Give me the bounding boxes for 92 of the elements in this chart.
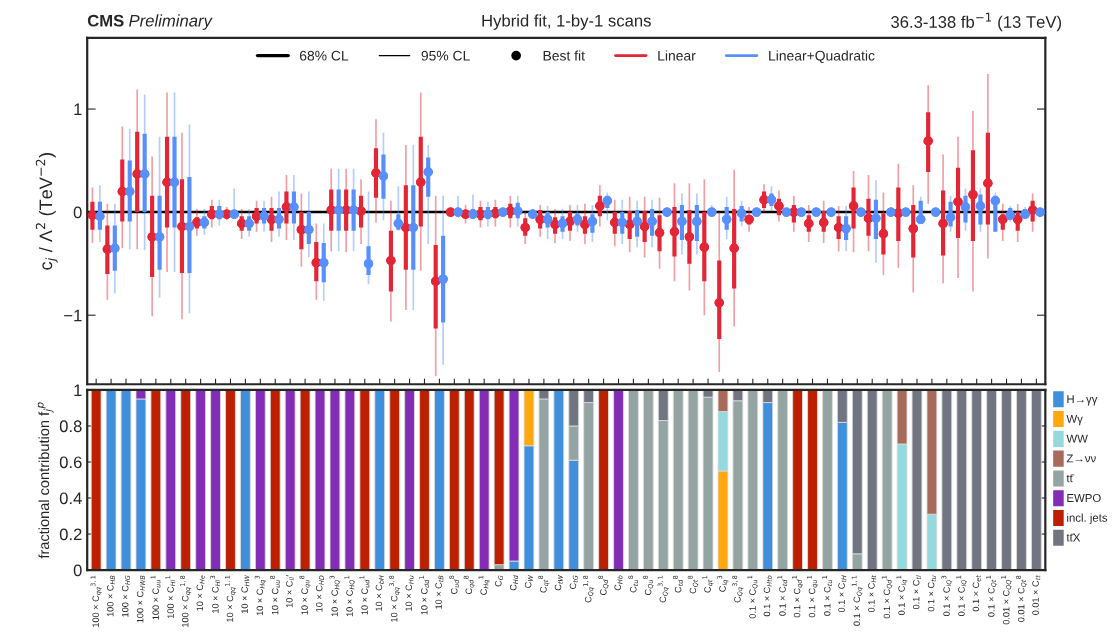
y-axis-title: c$_{j}$ / Λ$^{2}$ (TeV$^{−2}$) xyxy=(35,153,58,270)
x-tick-label: 0.1 × C$_{tu}$$^{1}$ xyxy=(822,575,833,616)
legend-label: Z→νν xyxy=(1066,454,1096,463)
y-tick-label: 0.8 xyxy=(59,420,82,433)
x-tick-label: C$_{td}$$^{8}$ xyxy=(672,575,683,593)
x-tick-label: 0.1 × C$_{lq}$$^{1}$ xyxy=(896,575,908,615)
x-tick-label: 10 × C$_{bH}$ xyxy=(375,575,384,611)
x-tick-label: 10 × C$_{uu}$$^{8}$ xyxy=(270,575,280,615)
x-tick-label: 0.1 × C$_{Htb}$ xyxy=(763,575,772,617)
y-tick-label: 0 xyxy=(73,564,82,577)
legend-label: tt̄X xyxy=(1066,533,1081,542)
x-tick-label: C$_{Qt}$$^{8}$ xyxy=(687,575,699,594)
x-tick-label: 0.01 × C$_{QQ}$$^{1}$ xyxy=(1001,575,1012,625)
x-tick-label: 10 × C$_{HW}$ xyxy=(241,574,250,613)
annotation: Best fit xyxy=(543,50,585,61)
x-tick-label: 100 × C$_{HG}$ xyxy=(121,575,130,617)
legend-label: Linear xyxy=(658,50,696,61)
legend-label: Linear+Quadratic xyxy=(769,50,875,64)
x-tick-label: 0.1 × C$_{qu}$$^{1}$ xyxy=(806,575,818,618)
x-tick-label: C$_{Qq}$$^{3,8}$ xyxy=(732,575,744,603)
x-tick-label: C$_{tW}$ xyxy=(554,575,563,591)
x-tick-label: 10 × C$_{qq}$$^{1,1}$ xyxy=(224,575,236,622)
y-tick-label: −1 xyxy=(64,309,82,322)
legend-label: incl. jets xyxy=(1067,513,1108,524)
x-tick-label: 0.1 × C$_{tH}$ xyxy=(838,575,847,613)
y-tick-label: 0 xyxy=(73,206,82,219)
x-tick-label: 10 × C$_{HD}$ xyxy=(315,575,324,612)
annotation: 95% CL xyxy=(421,50,470,61)
y-tick-label: 1 xyxy=(74,384,82,396)
x-tick-label: 100 × C$_{HB}$ xyxy=(107,575,115,617)
legend-label: Wγ xyxy=(1066,415,1083,426)
legend-label: WW xyxy=(1066,434,1088,443)
x-tick-label: 0.1 × C$_{tu}$ xyxy=(927,575,936,612)
x-tick-label: 10 × C$_{HQ}$$^{3}$ xyxy=(329,575,341,617)
x-tick-label: 0.1 × C$_{lQ}$$^{3}$ xyxy=(941,575,953,616)
x-tick-label: C$_{Hq}$$^{1}$ xyxy=(478,575,490,595)
legend-label: EWPO xyxy=(1067,493,1101,502)
x-tick-label: C$_{tG}$ xyxy=(569,575,578,589)
text: 36.3-138 fb$^{−1}$ (13 TeV) xyxy=(891,12,1061,32)
x-tick-label: C$_{qt}$$^{8}$ xyxy=(538,575,550,593)
x-tick-label: 10 × C$_{qu}$$^{8}$ xyxy=(299,575,311,615)
y-tick-label: 1 xyxy=(74,103,82,116)
x-tick-label: 0.01 × C$_{Qt}$$^{8}$ xyxy=(1016,575,1027,622)
x-tick-label: C$_{Qd}$$^{8}$ xyxy=(598,575,609,595)
x-tick-label: 0.01 × C$_{tt}$ xyxy=(1032,575,1041,615)
x-tick-label: 10 × C$_{Hq}$$^{3}$ xyxy=(254,575,266,616)
x-tick-label: C$_{qt}$$^{1}$ xyxy=(702,575,714,593)
x-tick-label: C$_{Hd}$ xyxy=(509,575,518,591)
x-tick-label: 100 × C$_{qq}$$^{3,1}$ xyxy=(90,575,102,627)
legend-label: H→γγ xyxy=(1067,395,1098,406)
annotation: 68% CL xyxy=(299,50,349,61)
x-tick-label: C$_{tu}$$^{8}$ xyxy=(628,575,639,593)
x-tick-label: 10 × C$_{Hl}$$^{3}$ xyxy=(210,575,221,613)
x-tick-label: C$_{Hb}$ xyxy=(614,575,623,591)
y-tick-label: 0.2 xyxy=(59,528,82,541)
x-tick-label: 0.1 × C$_{Qq}$$^{1,1}$ xyxy=(851,575,863,626)
x-tick-label: 100 × C$_{qq}$$^{1,8}$ xyxy=(180,575,192,627)
x-tick-label: C$_{qd}$$^{8}$ xyxy=(463,575,475,595)
x-tick-label: 10 × C$_{qq}$$^{3,8}$ xyxy=(389,575,401,622)
x-tick-label: 0.1 × C$_{lQ}$$^{1}$ xyxy=(956,575,967,616)
x-tick-label: 0.1 × C$_{et}$ xyxy=(972,575,981,612)
y-tick-label: 0.6 xyxy=(59,456,82,469)
x-tick-label: 10 × C$_{HQ}$$^{1}$ xyxy=(344,575,356,617)
x-tick-label: 0.1 × C$_{qd}$$^{1}$ xyxy=(792,575,804,618)
x-tick-label: 100 × C$_{HWB}$ xyxy=(136,575,145,623)
x-tick-label: 0.1 × C$_{Qu}$$^{1}$ xyxy=(747,575,759,619)
x-tick-label: 10 × C$_{He}$ xyxy=(196,575,205,611)
y-axis-title: fractional contribution f$_{j}$$^{p}$ xyxy=(37,402,54,559)
x-tick-label: C$_{W}$ xyxy=(524,575,533,588)
x-tick-label: 100 × C$_{Hl}$$^{1}$ xyxy=(165,575,176,619)
x-tick-label: C$_{lq}$$^{3}$ xyxy=(717,575,729,592)
legend-label: tt̄ xyxy=(1066,474,1075,483)
x-tick-label: 10 × C$_{ud}$$^{1}$ xyxy=(359,575,370,615)
x-tick-label: 10 × C$_{Hu}$ xyxy=(405,575,414,611)
chart-title: Hybrid fit, 1-by-1 scans xyxy=(482,14,651,30)
x-tick-label: C$_{G}$ xyxy=(495,575,504,587)
x-tick-label: 0.1 × C$_{Ht}$ xyxy=(868,574,877,613)
x-tick-label: 0.1 × C$_{td}$$^{1}$ xyxy=(777,575,788,616)
x-tick-label: 0.1 × C$_{Qd}$$^{1}$ xyxy=(881,575,893,619)
x-tick-label: C$_{Qq}$$^{3,1}$ xyxy=(657,575,669,603)
text: Preliminary xyxy=(129,14,213,30)
x-tick-label: 0.1 × C$_{Qt}$$^{1}$ xyxy=(986,575,997,617)
x-tick-label: C$_{ud}$$^{8}$ xyxy=(449,575,459,594)
x-tick-label: C$_{Qq}$$^{1,8}$ xyxy=(583,575,595,603)
x-tick-label: 10 × C$_{tB}$ xyxy=(435,575,444,609)
x-tick-label: 10 × C$_{dd}$$^{1}$ xyxy=(419,575,430,615)
x-tick-label: 100 × C$_{uu}$$^{1}$ xyxy=(150,575,161,620)
x-tick-label: 10 × C$_{ll}$′ xyxy=(286,575,295,608)
x-tick-label: C$_{Qu}$$^{8}$ xyxy=(642,575,654,595)
y-tick-label: 0.4 xyxy=(59,492,82,505)
text: CMS xyxy=(87,14,124,27)
x-tick-label: 0.1 × C$_{tl}$ xyxy=(912,575,921,610)
